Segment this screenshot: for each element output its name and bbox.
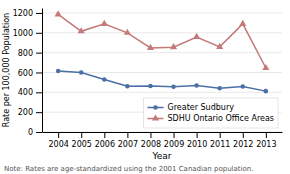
grid bbox=[42, 13, 282, 132]
tick-label: 2012 bbox=[233, 140, 253, 149]
legend-marker bbox=[153, 105, 158, 110]
tick-mark bbox=[36, 132, 42, 133]
marker bbox=[241, 84, 246, 89]
tick: 2010 bbox=[187, 132, 207, 149]
legend-item: SDHU Ontario Office Areas bbox=[148, 114, 274, 123]
y-axis-title: Rate per 100,000 Population bbox=[2, 13, 11, 127]
tick: 1200 bbox=[13, 9, 42, 18]
legend: Greater Sudbury SDHU Ontario Office Areas bbox=[144, 98, 278, 128]
marker bbox=[79, 70, 84, 75]
grid-line bbox=[42, 52, 282, 53]
tick-mark bbox=[220, 132, 221, 138]
marker bbox=[262, 64, 269, 70]
legend-label: Greater Sudbury bbox=[168, 103, 235, 112]
tick: 2004 bbox=[48, 132, 68, 149]
tick-label: 2011 bbox=[210, 140, 230, 149]
marker bbox=[170, 43, 177, 49]
marker bbox=[193, 33, 200, 39]
marker bbox=[264, 89, 269, 94]
tick-label: 200 bbox=[18, 108, 33, 117]
grid-line bbox=[42, 132, 282, 133]
marker bbox=[101, 20, 108, 26]
legend-box bbox=[144, 98, 278, 128]
tick-mark bbox=[36, 72, 42, 73]
axis-line bbox=[42, 9, 43, 133]
legend-item: Greater Sudbury bbox=[148, 103, 235, 112]
tick-mark bbox=[36, 53, 42, 54]
axis-line bbox=[43, 132, 283, 133]
tick-mark bbox=[81, 132, 82, 138]
marker bbox=[56, 69, 61, 74]
tick: 400 bbox=[18, 88, 42, 97]
grid-line bbox=[42, 92, 282, 93]
tick-mark bbox=[174, 132, 175, 138]
tick-mark bbox=[36, 92, 42, 93]
tick: 2005 bbox=[72, 132, 92, 149]
tick-label: 400 bbox=[18, 88, 33, 97]
marker bbox=[147, 44, 154, 50]
grid-line bbox=[42, 12, 282, 13]
tick-mark bbox=[58, 132, 59, 138]
tick-label: 2010 bbox=[187, 140, 207, 149]
marker bbox=[171, 85, 176, 90]
tick-mark bbox=[243, 132, 244, 138]
tick-mark bbox=[150, 132, 151, 138]
plot: 2004 200520062007200820092010201120122013… bbox=[13, 9, 283, 149]
tick: 2012 bbox=[233, 132, 253, 149]
tick: 2008 bbox=[141, 132, 161, 149]
marker bbox=[239, 20, 246, 26]
y-axis: 0 200 400 600 800 1000 1200 bbox=[13, 9, 43, 138]
tick-mark bbox=[197, 132, 198, 138]
tick-label: 2004 bbox=[48, 140, 68, 149]
tick: 0 bbox=[28, 128, 42, 137]
marker bbox=[78, 27, 85, 33]
tick: 2011 bbox=[210, 132, 230, 149]
tick-label: 2006 bbox=[95, 140, 115, 149]
marker bbox=[102, 77, 107, 82]
series-line bbox=[58, 14, 266, 68]
tick-label: 2008 bbox=[141, 140, 161, 149]
tick-label: 2007 bbox=[118, 140, 138, 149]
x-axis-title: Year bbox=[151, 151, 171, 161]
note: Note: Rates are age-standardized using t… bbox=[4, 165, 253, 173]
tick-mark bbox=[36, 33, 42, 34]
marker bbox=[217, 86, 222, 91]
tick-mark bbox=[104, 132, 105, 138]
tick-mark bbox=[36, 13, 42, 14]
tick-label: 2013 bbox=[256, 140, 276, 149]
marks bbox=[55, 10, 270, 93]
tick-label: 0 bbox=[28, 128, 33, 137]
tick-mark bbox=[127, 132, 128, 138]
tick-label: 800 bbox=[18, 49, 33, 58]
marker bbox=[148, 84, 153, 89]
tick: 1000 bbox=[13, 29, 42, 38]
tick: 600 bbox=[18, 69, 42, 78]
tick: 800 bbox=[18, 49, 42, 58]
tick: 2009 bbox=[164, 132, 184, 149]
tick: 2006 bbox=[95, 132, 115, 149]
tick-label: 1200 bbox=[13, 9, 33, 18]
tick: 2007 bbox=[118, 132, 138, 149]
tick: 2013 bbox=[256, 132, 276, 149]
chart: 2004 200520062007200820092010201120122013… bbox=[0, 0, 290, 174]
marker bbox=[125, 84, 130, 89]
tick-label: 2009 bbox=[164, 140, 184, 149]
series-line bbox=[58, 71, 266, 91]
marker bbox=[216, 43, 223, 49]
x-axis: 2004 200520062007200820092010201120122013 bbox=[43, 132, 283, 149]
tick-label: 2005 bbox=[72, 140, 92, 149]
legend-marker bbox=[152, 114, 159, 120]
marker bbox=[124, 29, 131, 35]
tick: 200 bbox=[18, 108, 42, 117]
tick-mark bbox=[36, 112, 42, 113]
tick-mark bbox=[266, 132, 267, 138]
tick-label: 600 bbox=[18, 69, 33, 78]
marker bbox=[55, 10, 62, 16]
marker bbox=[194, 83, 199, 88]
legend-label: SDHU Ontario Office Areas bbox=[168, 114, 274, 123]
tick-label: 1000 bbox=[13, 29, 33, 38]
